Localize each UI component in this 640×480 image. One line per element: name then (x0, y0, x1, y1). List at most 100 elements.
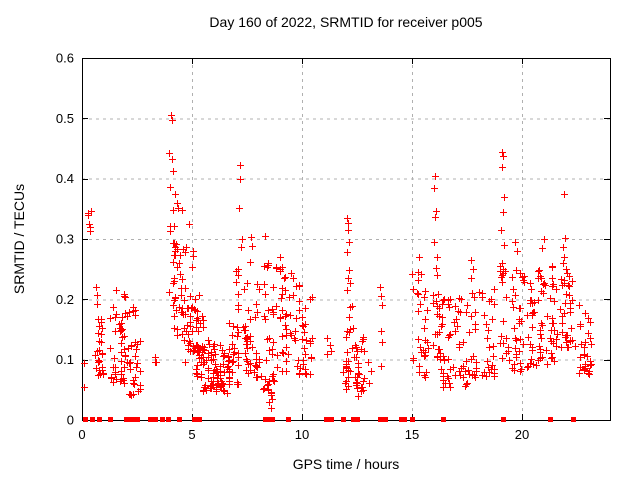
data-point-plus (468, 257, 475, 264)
data-point-plus (230, 323, 237, 330)
data-point-plus (434, 272, 441, 279)
data-point-plus (561, 191, 568, 198)
data-point-plus (172, 191, 179, 198)
zero-flag-marker (192, 417, 197, 422)
data-point-plus (431, 239, 438, 246)
zero-flag-marker (571, 417, 576, 422)
data-point-plus (265, 307, 272, 314)
data-point-plus (562, 235, 569, 242)
data-point-plus (558, 276, 565, 283)
data-point-plus (446, 304, 453, 311)
data-point-plus (127, 391, 134, 398)
data-point-plus (252, 314, 259, 321)
data-point-plus (512, 239, 519, 246)
data-point-plus (200, 354, 207, 361)
data-point-plus (179, 309, 186, 316)
data-point-plus (460, 339, 467, 346)
data-point-plus (548, 338, 555, 345)
data-point-plus (343, 365, 350, 372)
data-point-plus (353, 344, 360, 351)
data-point-plus (171, 313, 178, 320)
data-point-plus (581, 366, 588, 373)
data-point-plus (452, 328, 459, 335)
data-point-plus (261, 281, 268, 288)
data-point-plus (126, 309, 133, 316)
data-point-plus (247, 316, 254, 323)
data-point-plus (439, 301, 446, 308)
data-point-plus (536, 267, 543, 274)
data-point-plus (100, 371, 107, 378)
data-point-plus (471, 294, 478, 301)
data-point-plus (486, 344, 493, 351)
data-point-plus (175, 205, 182, 212)
data-point-plus (190, 248, 197, 255)
data-point-plus (280, 350, 287, 357)
data-point-plus (577, 354, 584, 361)
data-point-plus (111, 355, 118, 362)
data-point-plus (379, 339, 386, 346)
data-point-plus (283, 326, 290, 333)
data-point-plus (221, 350, 228, 357)
data-point-plus (553, 343, 560, 350)
zero-flag-marker (270, 417, 275, 422)
data-point-plus (445, 297, 452, 304)
data-point-plus (503, 294, 510, 301)
data-point-plus (417, 344, 424, 351)
data-point-plus (261, 313, 268, 320)
data-point-plus (344, 328, 351, 335)
data-point-plus (360, 378, 367, 385)
data-point-plus (181, 297, 188, 304)
data-point-plus (527, 280, 534, 287)
data-point-plus (210, 356, 217, 363)
data-point-plus (500, 340, 507, 347)
y-tick-label: 0.4 (56, 171, 74, 186)
zero-flag-marker (267, 417, 272, 422)
data-point-plus (176, 260, 183, 267)
data-point-plus (584, 353, 591, 360)
data-point-plus (581, 352, 588, 359)
data-point-plus (538, 320, 545, 327)
zero-flag-marker (97, 417, 102, 422)
data-point-plus (134, 360, 141, 367)
data-point-plus (586, 368, 593, 375)
data-point-plus (226, 320, 233, 327)
data-point-plus (247, 360, 254, 367)
data-point-plus (174, 332, 181, 339)
data-point-plus (550, 281, 557, 288)
data-point-plus (201, 384, 208, 391)
data-point-plus (457, 372, 464, 379)
data-point-plus (81, 384, 88, 391)
data-point-plus (302, 370, 309, 377)
data-point-plus (205, 375, 212, 382)
data-point-plus (270, 339, 277, 346)
data-point-plus (122, 294, 129, 301)
data-point-plus (166, 150, 173, 157)
data-point-plus (510, 304, 517, 311)
data-point-plus (205, 337, 212, 344)
zero-flag-marker (383, 417, 388, 422)
data-point-plus (512, 335, 519, 342)
data-point-plus (93, 365, 100, 372)
data-point-plus (249, 243, 256, 250)
data-point-plus (92, 352, 99, 359)
data-point-plus (282, 274, 289, 281)
data-point-plus (513, 267, 520, 274)
data-point-plus (516, 320, 523, 327)
data-point-plus (113, 376, 120, 383)
data-point-plus (517, 336, 524, 343)
data-point-plus (200, 388, 207, 395)
data-point-plus (185, 342, 192, 349)
data-point-plus (470, 353, 477, 360)
data-point-plus (99, 325, 106, 332)
data-point-plus (184, 305, 191, 312)
data-point-plus (537, 346, 544, 353)
data-point-plus (178, 292, 185, 299)
data-point-plus (582, 310, 589, 317)
data-point-plus (168, 112, 175, 119)
data-point-plus (538, 335, 545, 342)
data-point-plus (235, 306, 242, 313)
data-point-plus (499, 149, 506, 156)
data-point-plus (226, 378, 233, 385)
data-point-plus (530, 361, 537, 368)
data-point-plus (253, 301, 260, 308)
